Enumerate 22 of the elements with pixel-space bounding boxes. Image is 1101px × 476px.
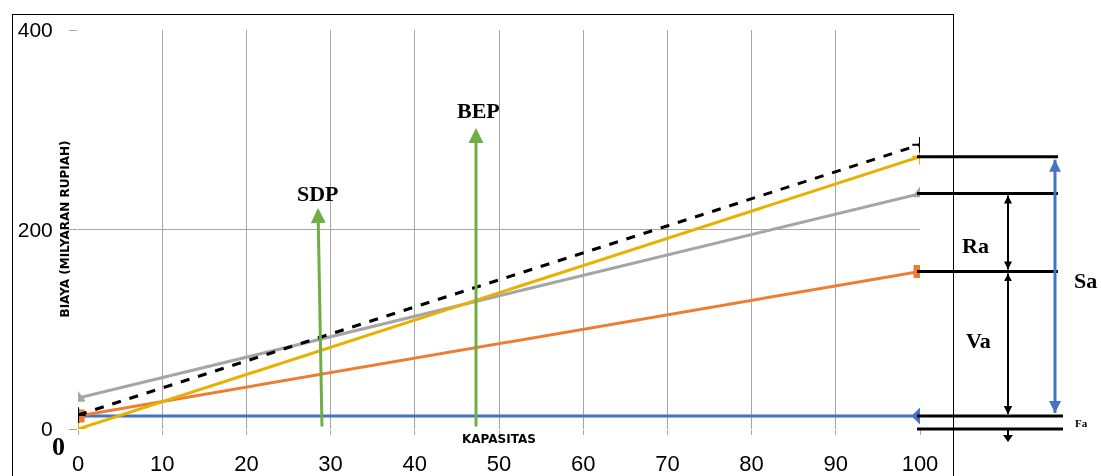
y-axis-title: BIAYA (MILYARAN RUPIAH) (57, 140, 72, 318)
y-tick-label: 0 (41, 417, 53, 441)
x-tick-label: 50 (486, 451, 512, 476)
text: Va (966, 328, 991, 353)
annotation: BEP (457, 98, 500, 123)
annotation: Fa (1075, 417, 1088, 429)
x-tick-label: 80 (739, 451, 764, 476)
x-tick-label: 0 (71, 451, 85, 476)
x-tick-label: 70 (655, 451, 680, 476)
x-tick-label: 90 (823, 451, 849, 476)
x-tick-label: 30 (318, 451, 343, 476)
y-tick-label: 400 (17, 18, 53, 42)
text: Ra (962, 233, 989, 258)
x-tick-label: 40 (402, 451, 428, 476)
annotation: Sa (1074, 268, 1098, 293)
x-tick-label: 60 (570, 451, 596, 476)
x-axis-title: KAPASITAS (462, 432, 536, 446)
x-tick-label: 10 (149, 451, 175, 476)
x-tick-label: 100 (901, 451, 939, 476)
annotation: SDP (297, 181, 339, 206)
x-tick-label: 20 (234, 451, 259, 476)
y-tick-label: 200 (17, 217, 53, 241)
